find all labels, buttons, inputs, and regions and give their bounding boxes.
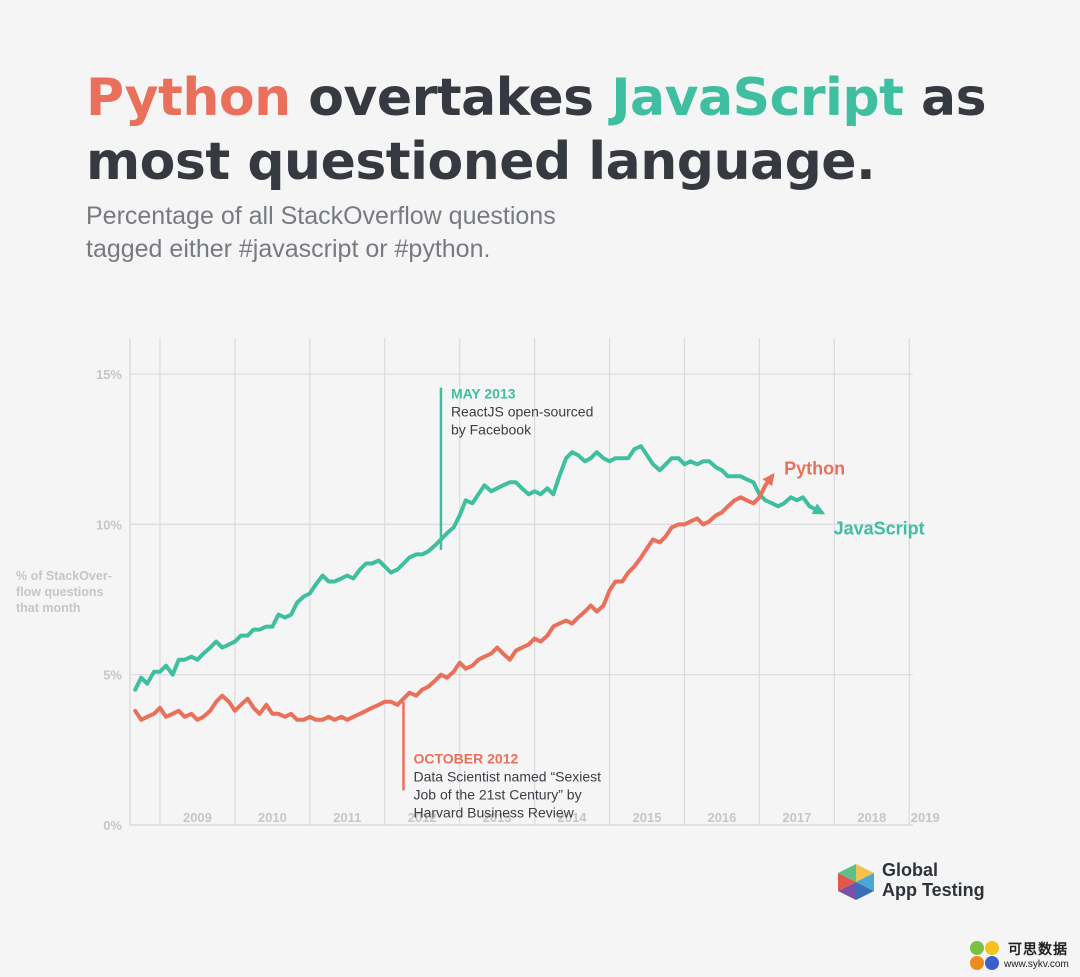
y-axis-label-line-3: that month bbox=[16, 601, 81, 615]
x-tick-label-2019: 2019 bbox=[911, 810, 940, 825]
x-tick-label-2017: 2017 bbox=[782, 810, 811, 825]
series-label-python: Python bbox=[784, 458, 845, 478]
logo-text: Global App Testing bbox=[882, 860, 985, 900]
title-python: Python bbox=[86, 68, 291, 128]
company-logo: Global App Testing bbox=[834, 860, 1034, 906]
x-tick-label-2018: 2018 bbox=[857, 810, 886, 825]
subtitle-line-2: tagged either #javascript or #python. bbox=[86, 235, 491, 263]
arrowhead-javascript bbox=[811, 503, 826, 515]
chart-title: Python overtakes JavaScript as most ques… bbox=[86, 66, 1046, 194]
annotation-heading-october-2012: OCTOBER 2012 bbox=[413, 751, 518, 767]
y-tick-label-15: 15% bbox=[96, 367, 122, 382]
subtitle-line-1: Percentage of all StackOverflow question… bbox=[86, 202, 556, 230]
arrowhead-python bbox=[762, 473, 775, 487]
series-label-javascript: JavaScript bbox=[834, 518, 925, 538]
y-axis-label-line-1: % of StackOver- bbox=[16, 569, 112, 583]
x-tick-label-2010: 2010 bbox=[258, 810, 287, 825]
logo-line-1: Global bbox=[882, 860, 939, 880]
x-tick-label-2016: 2016 bbox=[707, 810, 736, 825]
watermark-cn-text: 可思数据 bbox=[1008, 942, 1068, 958]
line-chart: 2009 2010 2011 2012 2013 2014 2015 2016 2017 2018… bbox=[16, 338, 940, 833]
title-text-1: overtakes bbox=[290, 68, 612, 128]
series-line-javascript bbox=[133, 444, 824, 692]
annotation-text-may-2013-1: ReactJS open-sourced bbox=[451, 404, 593, 420]
chart-subtitle: Percentage of all StackOverflow question… bbox=[86, 200, 786, 266]
title-text-2: as most questioned language. bbox=[86, 68, 987, 192]
x-tick-label-2012: 2012 bbox=[408, 810, 437, 825]
y-tick-label-5: 5% bbox=[103, 668, 122, 683]
hexagon-logo-icon bbox=[838, 864, 874, 900]
x-tick-label-2009: 2009 bbox=[183, 810, 212, 825]
logo-line-2: App Testing bbox=[882, 880, 985, 900]
y-tick-label-10: 10% bbox=[96, 517, 122, 532]
annotation-text-may-2013-2: by Facebook bbox=[451, 422, 532, 438]
y-axis-label-line-2: flow questions bbox=[16, 585, 104, 599]
y-tick-label-0: 0% bbox=[103, 818, 122, 833]
x-tick-label-2014: 2014 bbox=[558, 810, 588, 825]
title-javascript: JavaScript bbox=[611, 68, 904, 128]
watermark: 可思数据 www.sykv.com bbox=[968, 937, 1080, 977]
annotation-text-october-2012-1: Data Scientist named “Sexiest bbox=[413, 769, 601, 785]
x-tick-label-2015: 2015 bbox=[633, 810, 662, 825]
annotation-text-october-2012-3: Harvard Business Review bbox=[413, 805, 574, 821]
annotation-heading-may-2013: MAY 2013 bbox=[451, 386, 516, 402]
x-tick-label-2013: 2013 bbox=[483, 810, 512, 825]
x-tick-label-2011: 2011 bbox=[333, 810, 361, 825]
watermark-url: www.sykv.com bbox=[1004, 959, 1069, 970]
series-line-python bbox=[133, 474, 775, 722]
watermark-dots-icon bbox=[970, 941, 999, 970]
annotation-text-october-2012-2: Job of the 21st Century” by bbox=[413, 787, 581, 803]
